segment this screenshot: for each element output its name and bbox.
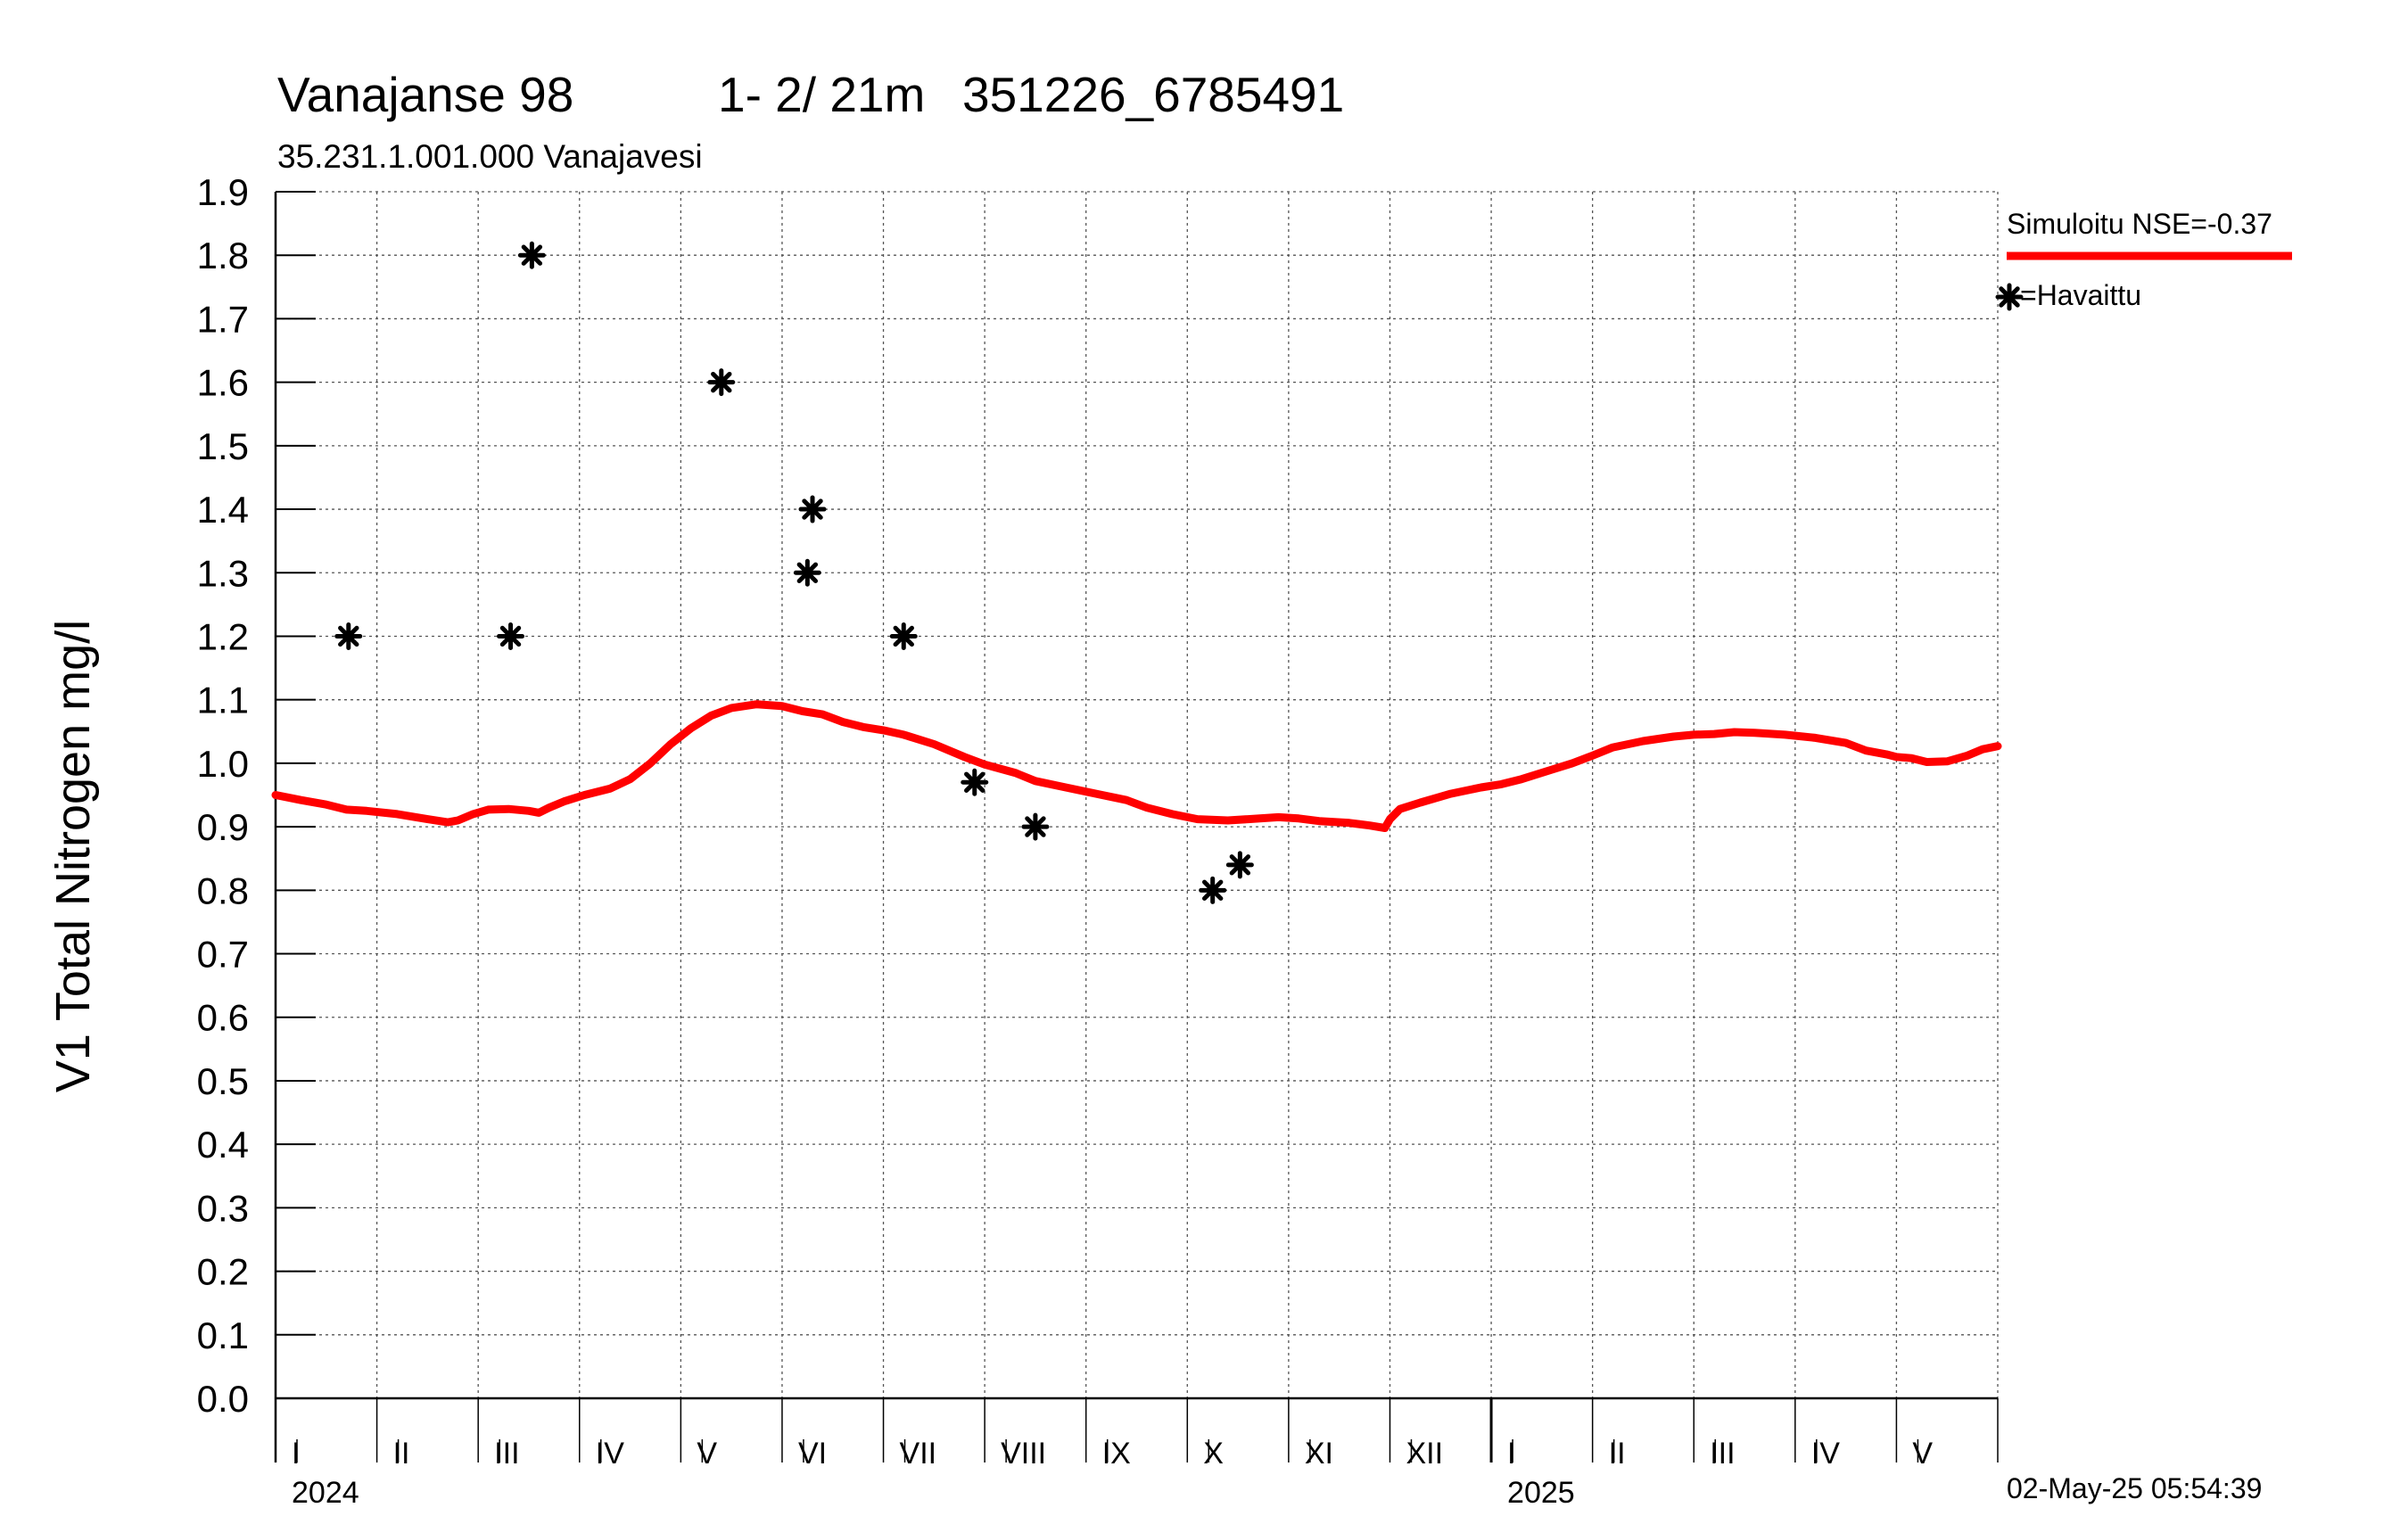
y-axis-ticks: 0.0 0.1 0.2 0.3 0.4 0.5 0.6 0.7 0.8 0.9 1.0 1.1 1.2 1… — [197, 171, 316, 1420]
y-tick-label: 1.2 — [197, 615, 249, 657]
observed-point — [707, 368, 736, 397]
observed-point — [334, 622, 363, 650]
year-label: 2024 — [292, 1476, 359, 1510]
month-label: VII — [900, 1437, 937, 1471]
y-tick-label: 1.0 — [197, 743, 249, 785]
y-axis-label: V1 Total Nitrogen mg/l — [46, 620, 100, 1092]
month-label: I — [292, 1437, 300, 1471]
marker-stroke — [893, 625, 914, 647]
month-label: IV — [596, 1437, 624, 1471]
y-tick-label: 0.0 — [197, 1378, 249, 1420]
legend-simulated-label: Simuloitu NSE=-0.37 — [2007, 208, 2272, 240]
y-tick-label: 1.9 — [197, 171, 249, 213]
series-layer — [271, 241, 2002, 904]
observed-point — [497, 622, 525, 650]
observed-point — [793, 558, 821, 587]
month-label: III — [494, 1437, 519, 1471]
month-label: IX — [1102, 1437, 1131, 1471]
observed-point — [1021, 812, 1050, 841]
grid-lines — [276, 191, 1999, 1398]
y-tick-label: 0.7 — [197, 934, 249, 976]
y-tick-label: 1.7 — [197, 298, 249, 340]
y-tick-label: 1.5 — [197, 425, 249, 467]
marker-stroke — [796, 562, 819, 583]
y-tick-label: 1.6 — [197, 362, 249, 404]
marker-stroke — [499, 625, 522, 647]
timestamp: 02-May-25 05:54:39 — [2007, 1472, 2262, 1504]
y-tick-label: 1.4 — [197, 489, 249, 531]
observed-point — [961, 768, 989, 796]
observed-point — [798, 495, 827, 523]
marker-stroke — [1229, 854, 1251, 876]
legend-observed-label: =Havaittu — [2020, 279, 2141, 311]
chart-title-coords: 351226_6785491 — [962, 67, 1344, 122]
y-tick-label: 0.3 — [197, 1187, 249, 1229]
marker-stroke — [964, 771, 985, 793]
y-tick-label: 0.4 — [197, 1124, 249, 1166]
y-tick-label: 0.6 — [197, 997, 249, 1039]
month-label: III — [1710, 1437, 1735, 1471]
month-label: II — [1609, 1437, 1626, 1471]
marker-stroke — [802, 498, 823, 520]
month-label: I — [1507, 1437, 1515, 1471]
observed-point — [517, 241, 546, 269]
chart-title-depth: 1- 2/ 21m — [718, 67, 925, 122]
observed-point — [1225, 851, 1254, 879]
y-tick-label: 0.5 — [197, 1060, 249, 1102]
y-tick-label: 1.8 — [197, 235, 249, 276]
legend-asterisk — [1995, 283, 2024, 311]
marker-stroke — [521, 244, 543, 266]
chart-title-station: Vanajanse 98 — [277, 67, 573, 122]
legend-observed-marker — [1995, 283, 2024, 311]
observed-point — [889, 622, 918, 650]
month-label: V — [697, 1437, 717, 1471]
month-label: XII — [1406, 1437, 1443, 1471]
month-label: IV — [1811, 1437, 1840, 1471]
month-label: II — [393, 1437, 410, 1471]
marker-stroke — [1201, 879, 1224, 902]
y-tick-label: 1.3 — [197, 552, 249, 594]
simulated-series-line — [271, 700, 2002, 832]
y-tick-label: 0.9 — [197, 806, 249, 848]
month-label: VIII — [1001, 1437, 1046, 1471]
observed-point — [1199, 876, 1227, 904]
y-tick-label: 1.1 — [197, 680, 249, 721]
marker-stroke — [1999, 286, 2020, 308]
year-label: 2025 — [1507, 1476, 1575, 1510]
marker-stroke — [711, 371, 732, 393]
chart-subtitle: 35.231.1.001.000 Vanajavesi — [277, 138, 703, 175]
month-label: V — [1912, 1437, 1933, 1471]
y-tick-label: 0.2 — [197, 1251, 249, 1293]
y-tick-label: 0.1 — [197, 1314, 249, 1356]
legend: Simuloitu NSE=-0.37 =Havaittu — [1995, 208, 2292, 311]
marker-stroke — [1025, 816, 1046, 837]
month-label: VI — [798, 1437, 827, 1471]
marker-stroke — [338, 625, 359, 647]
month-label: X — [1203, 1437, 1224, 1471]
y-tick-label: 0.8 — [197, 869, 249, 911]
month-label: XI — [1305, 1437, 1333, 1471]
